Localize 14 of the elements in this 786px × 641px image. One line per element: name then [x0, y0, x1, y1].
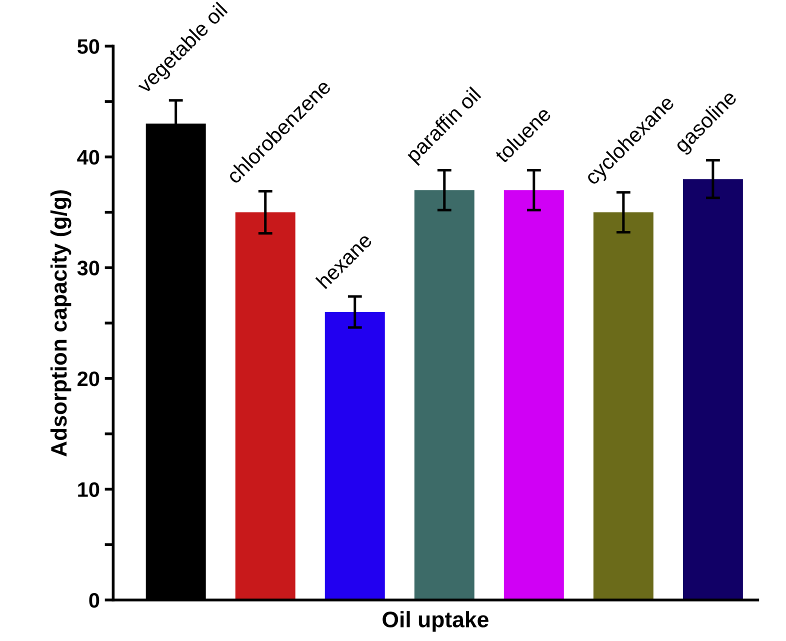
y-tick-label: 0	[89, 592, 100, 608]
bar	[682, 179, 743, 600]
bar	[235, 212, 296, 600]
y-tick-label: 30	[77, 260, 100, 276]
bar	[324, 312, 385, 600]
y-tick-label: 10	[78, 482, 100, 497]
y-tick-label: 50	[77, 39, 100, 54]
y-tick-label: 20	[78, 371, 100, 386]
bar	[504, 190, 564, 600]
y-axis-title: Adsorption capacity (g/g)	[50, 190, 72, 456]
bar	[414, 190, 474, 600]
y-tick-label: 40	[77, 150, 100, 165]
bar	[593, 212, 654, 600]
x-axis-title: Oil uptake	[382, 611, 488, 632]
